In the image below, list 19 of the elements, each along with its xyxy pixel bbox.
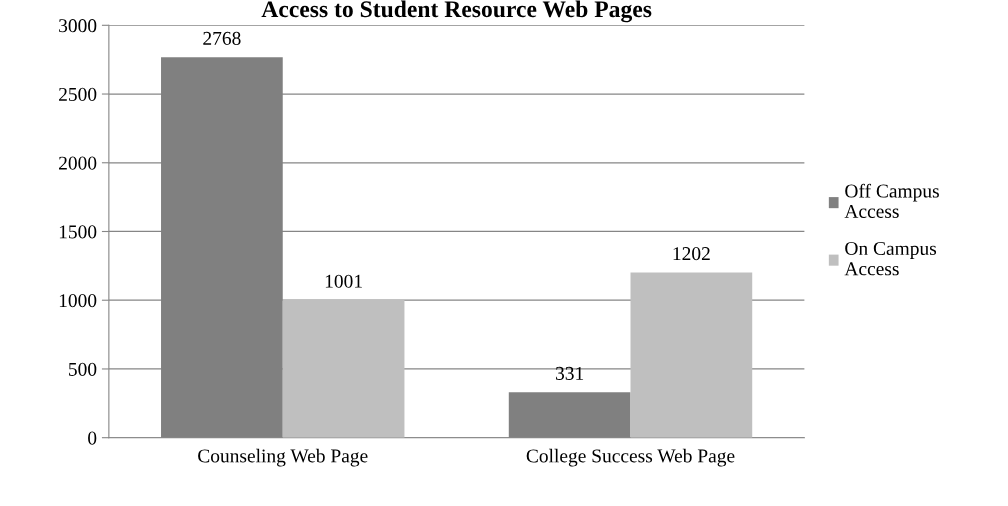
legend-label: On Campus Access [844, 241, 937, 276]
bar [630, 272, 753, 438]
data-label: 2768 [203, 31, 241, 45]
legend-label: Off Campus Access [844, 183, 939, 218]
data-label: 1202 [673, 247, 710, 261]
y-tick-label: 2000 [59, 156, 97, 170]
y-tick-label: 0 [88, 431, 97, 445]
y-tick-label: 3000 [59, 19, 97, 33]
y-tick-label: 2500 [59, 87, 97, 101]
x-tick-label: College Success Web Page [526, 448, 735, 467]
y-tick-label: 500 [69, 362, 97, 376]
y-tick-label: 1500 [59, 225, 97, 239]
bar [282, 300, 405, 438]
x-tick-label: Counseling Web Page [198, 448, 368, 467]
bar [508, 392, 631, 438]
y-tick-label: 1000 [59, 294, 97, 308]
chart-title: Access to Student Resource Web Pages [261, 0, 652, 23]
data-label: 331 [555, 366, 584, 380]
data-label: 1001 [325, 274, 362, 288]
